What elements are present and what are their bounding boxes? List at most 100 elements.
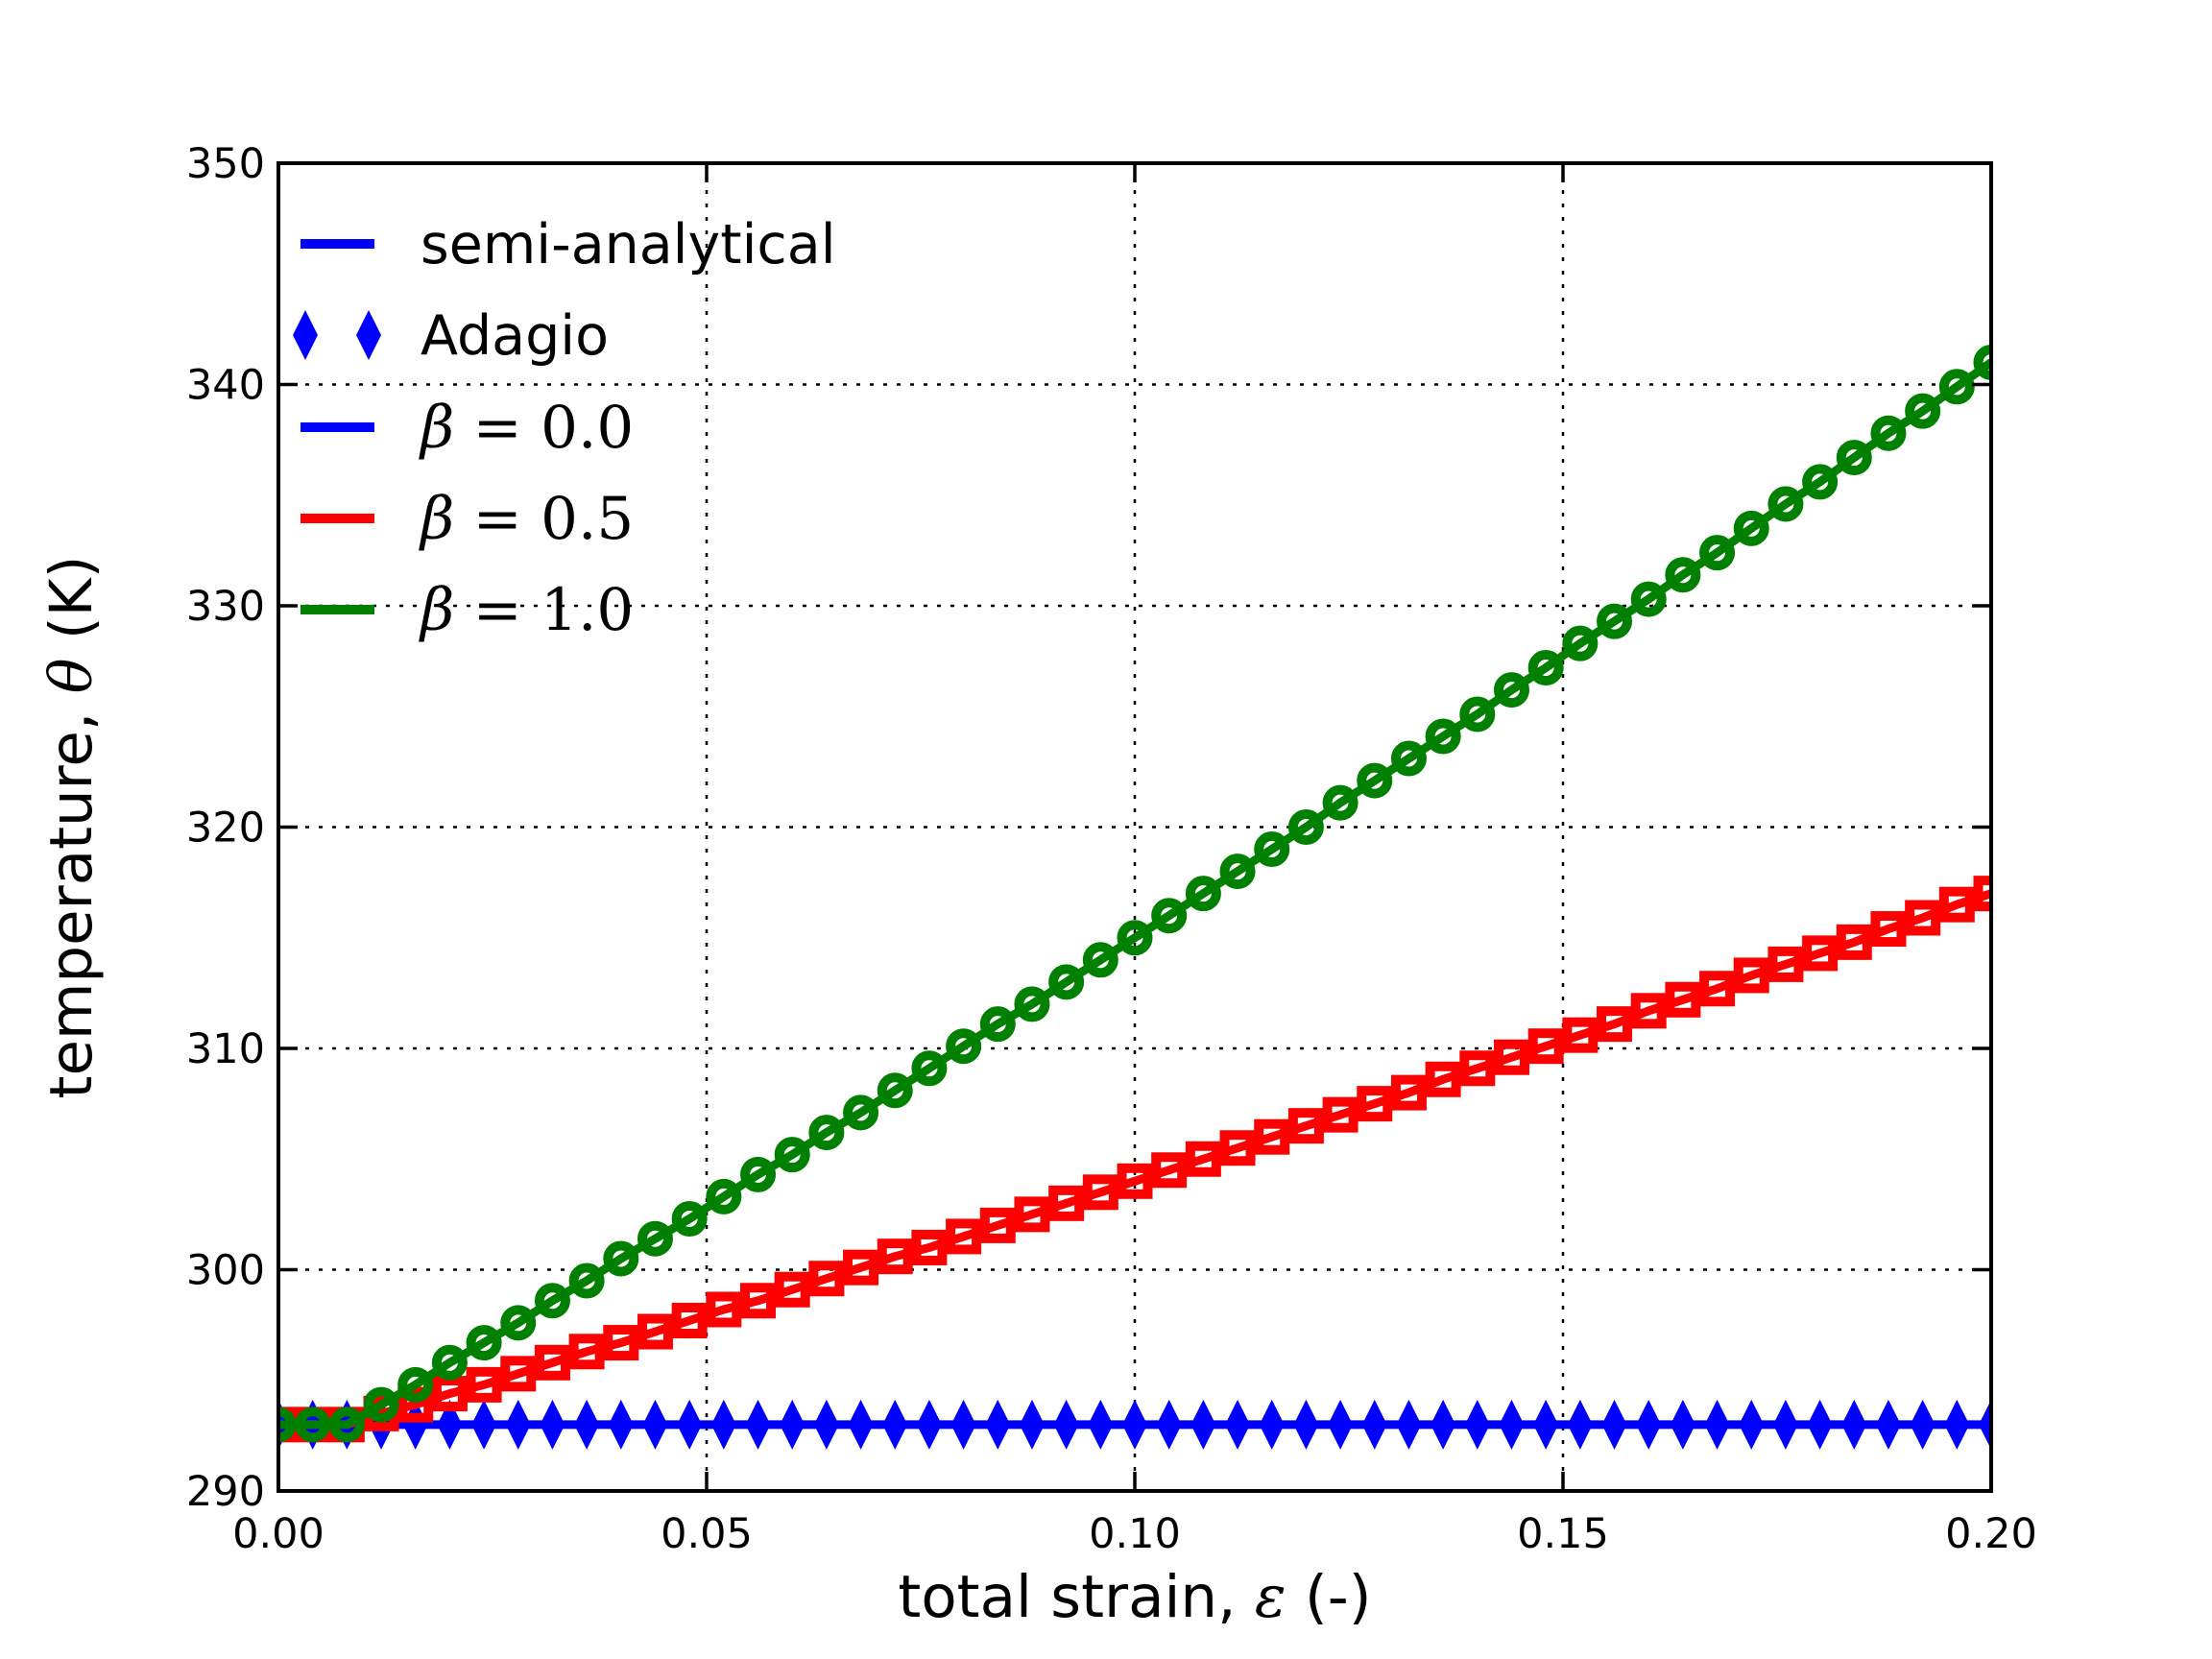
- circle-marker: [295, 1407, 331, 1443]
- thin-diamond-marker: [950, 1399, 976, 1450]
- circle-marker: [534, 1283, 570, 1319]
- square-marker: [706, 1291, 742, 1328]
- circle-marker: [877, 1072, 913, 1109]
- thin-diamond-marker: [1979, 1399, 1991, 1450]
- circle-marker: [1665, 557, 1701, 593]
- circle-marker: [1322, 784, 1358, 821]
- gridlines: [278, 163, 1991, 1491]
- circle-marker: [603, 1240, 639, 1277]
- legend-entry-beta-0-0: β = 0.0: [301, 394, 634, 462]
- circle-marker: [1254, 831, 1290, 868]
- thin-diamond-marker: [882, 1399, 908, 1450]
- square-marker: [1219, 1130, 1256, 1166]
- legend-label: β = 1.0: [419, 576, 634, 644]
- square-marker: [1493, 1039, 1529, 1075]
- thin-diamond-marker: [1567, 1399, 1593, 1450]
- thin-diamond-marker: [677, 1399, 703, 1450]
- circle-marker: [1597, 603, 1633, 639]
- thin-diamond-marker: [1944, 1399, 1970, 1450]
- circle-marker: [946, 1028, 982, 1065]
- square-marker: [740, 1283, 777, 1319]
- y-axis-label: temperature, θ (K): [37, 556, 106, 1099]
- thin-diamond-marker: [1807, 1399, 1833, 1450]
- square-marker: [1254, 1118, 1290, 1155]
- thin-diamond-marker: [1670, 1399, 1695, 1450]
- circle-marker: [1562, 625, 1599, 661]
- circle-marker: [1630, 581, 1667, 617]
- square-marker: [1699, 971, 1736, 1007]
- y-tick-label: 330: [186, 583, 265, 631]
- circle-marker: [1390, 740, 1427, 777]
- circle-marker: [1905, 393, 1941, 429]
- x-tick-label: 0.00: [232, 1510, 325, 1558]
- circle-marker: [500, 1305, 537, 1341]
- square-marker: [603, 1325, 639, 1361]
- square-marker: [534, 1344, 570, 1381]
- legend-entry-beta-1-0: β = 1.0: [301, 576, 634, 644]
- legend-label: semi-analytical: [421, 213, 836, 276]
- thin-diamond-marker: [1636, 1399, 1662, 1450]
- thin-diamond-marker: [437, 1399, 463, 1450]
- square-marker: [1322, 1096, 1358, 1133]
- y-tick-label: 320: [186, 805, 265, 853]
- circle-marker: [706, 1178, 742, 1214]
- thin-diamond-marker: [608, 1399, 634, 1450]
- thin-diamond-marker: [1910, 1399, 1936, 1450]
- square-marker: [1459, 1050, 1496, 1087]
- square-marker: [1802, 935, 1839, 972]
- square-marker: [1938, 886, 1975, 923]
- square-marker: [500, 1356, 537, 1392]
- circle-marker: [1699, 535, 1736, 571]
- circle-marker: [1733, 510, 1769, 546]
- legend-label: β = 0.0: [419, 394, 634, 462]
- tick-marks: [276, 161, 1993, 1493]
- square-marker: [877, 1238, 913, 1275]
- thin-diamond-marker: [1328, 1399, 1354, 1450]
- square-marker: [1597, 1006, 1633, 1043]
- square-marker: [1287, 1108, 1324, 1144]
- circle-marker: [1767, 486, 1804, 522]
- square-marker: [1151, 1152, 1188, 1189]
- thin-diamond-marker: [1293, 1399, 1319, 1450]
- square-marker: [397, 1386, 434, 1423]
- square-marker: [1527, 1028, 1564, 1065]
- square-marker: [946, 1218, 982, 1255]
- thin-diamond-marker: [985, 1399, 1011, 1450]
- circle-marker: [979, 1006, 1016, 1043]
- thin-diamond-marker: [813, 1399, 839, 1450]
- square-marker: [671, 1303, 708, 1339]
- circle-marker: [808, 1115, 845, 1151]
- circle-marker: [740, 1156, 777, 1192]
- legend-entry-beta-0-5: β = 0.5: [301, 485, 634, 553]
- legend-entry-semi-analytical: semi-analytical: [301, 213, 836, 276]
- square-marker: [1562, 1017, 1599, 1053]
- thin-diamond-marker: [1361, 1399, 1387, 1450]
- series-beta-0-5: [278, 876, 1991, 1443]
- y-tick-label: 340: [186, 362, 265, 410]
- circle-marker: [1938, 369, 1975, 405]
- square-marker: [1836, 924, 1872, 960]
- y-tick-labels: 290 300 310 320 330 340 350: [186, 140, 265, 1516]
- thin-diamond-marker: [710, 1399, 736, 1450]
- series-markers-beta-0-5: [278, 876, 1991, 1443]
- square-marker: [911, 1229, 948, 1265]
- circle-marker: [363, 1386, 399, 1423]
- square-marker: [431, 1376, 468, 1412]
- square-marker: [774, 1271, 810, 1308]
- thin-diamond-marker: [1019, 1399, 1045, 1450]
- circle-marker: [1117, 920, 1153, 956]
- circle-marker: [328, 1407, 365, 1443]
- thin-diamond-marker: [1704, 1399, 1730, 1450]
- square-marker: [1357, 1086, 1393, 1122]
- circle-marker: [911, 1050, 948, 1087]
- thin-diamond-marker: [916, 1399, 942, 1450]
- thin-diamond-marker: [1190, 1399, 1216, 1450]
- square-marker: [1117, 1163, 1153, 1199]
- circle-marker: [1185, 876, 1221, 912]
- thin-diamond-marker: [780, 1399, 805, 1450]
- square-marker: [1630, 993, 1667, 1029]
- thin-diamond-marker: [1739, 1399, 1765, 1450]
